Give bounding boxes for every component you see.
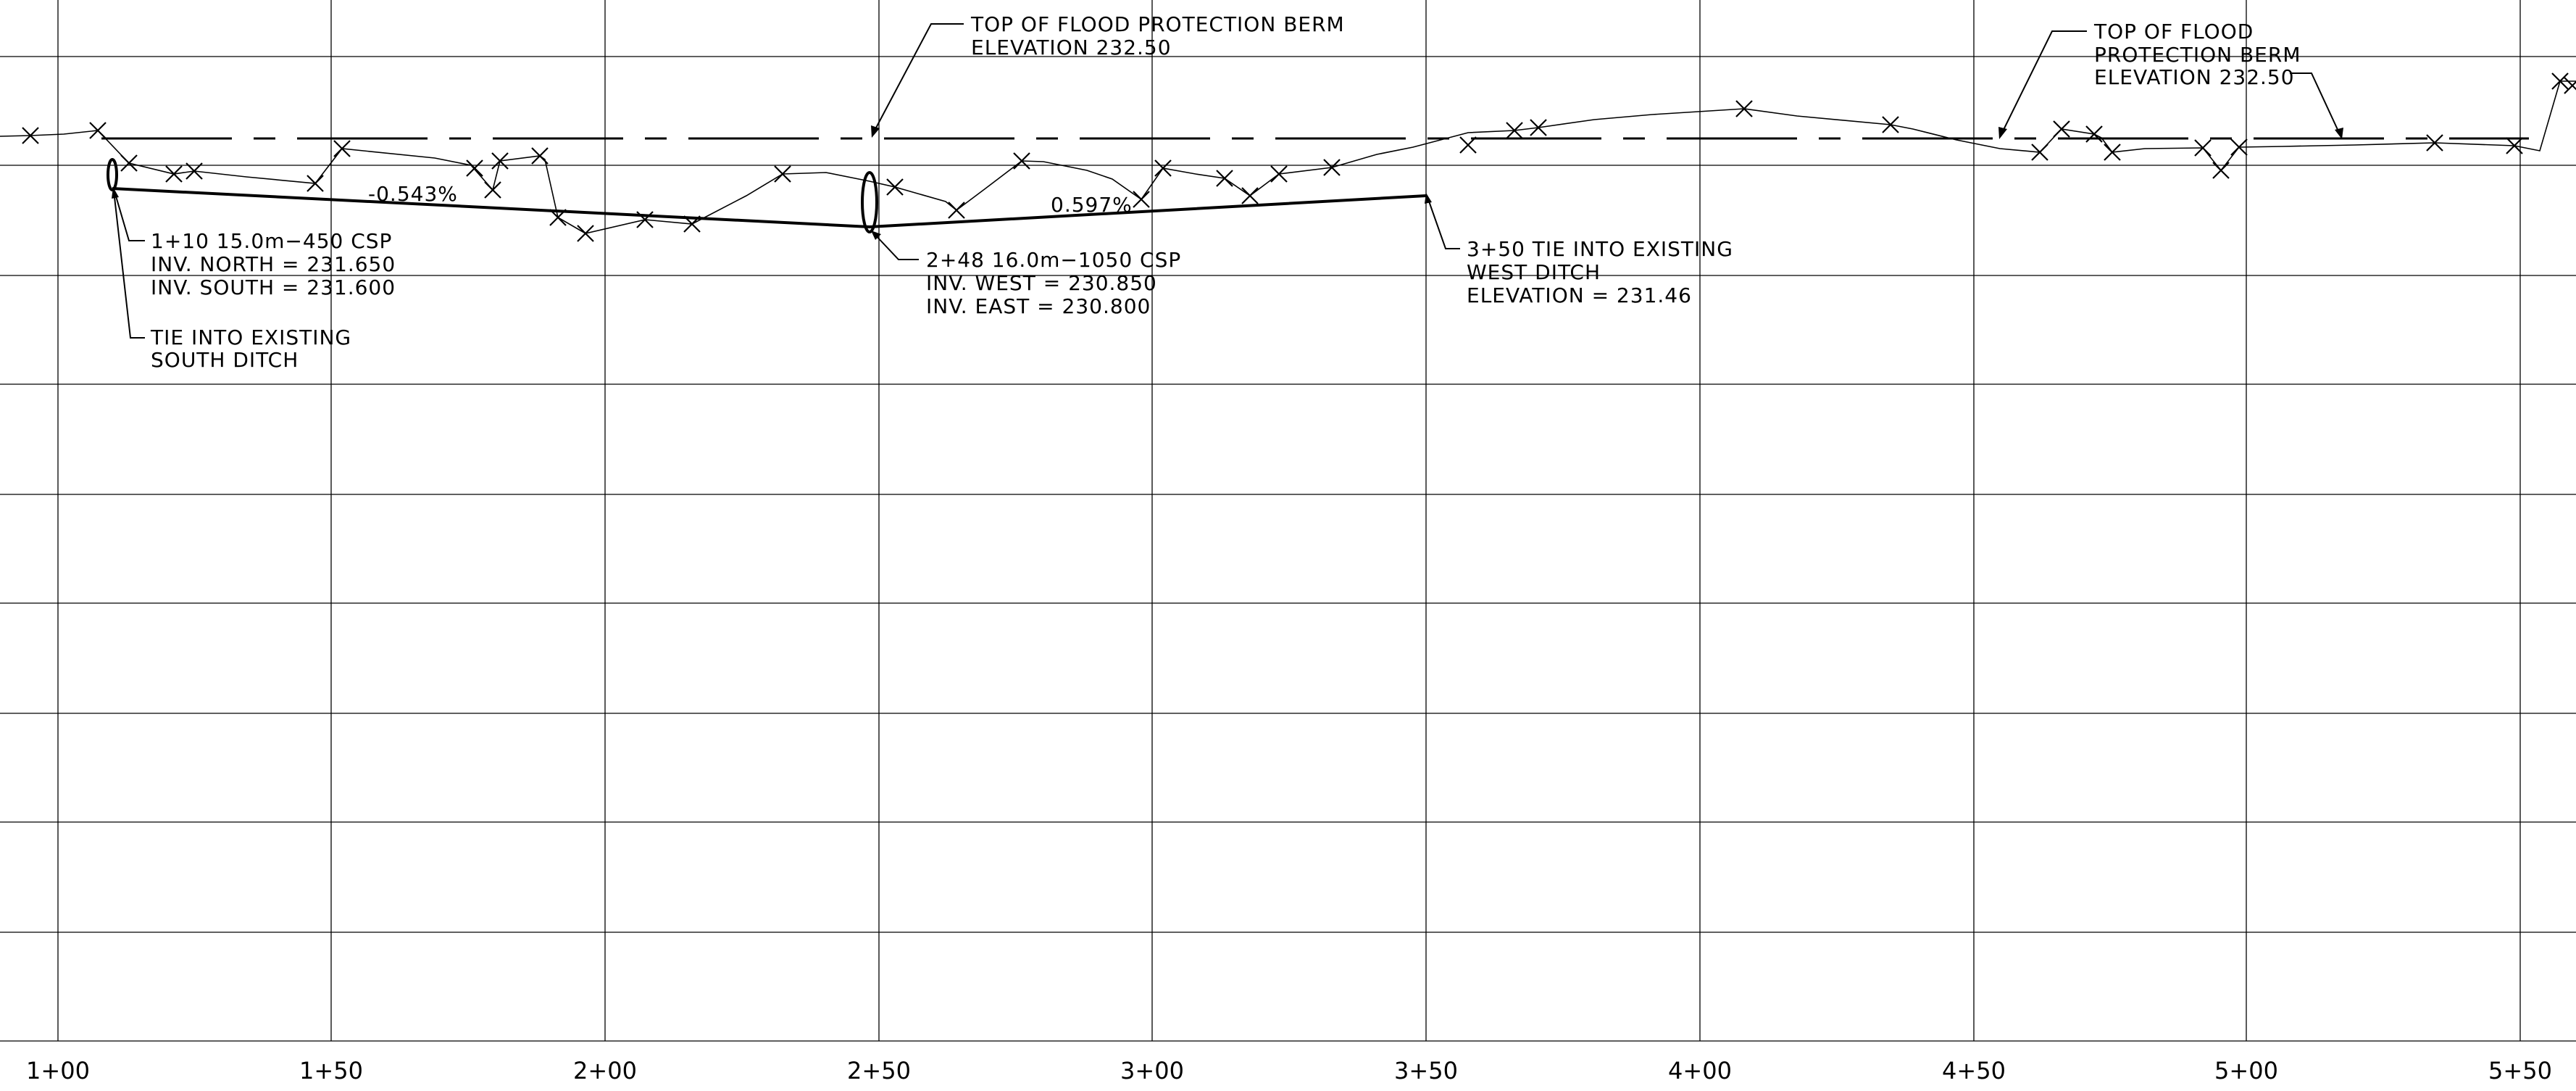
survey-shot-mark xyxy=(1241,187,1259,204)
callout-culvert-1-line3: INV. SOUTH = 231.600 xyxy=(151,275,396,299)
callout-culvert-2-line2: INV. WEST = 230.850 xyxy=(926,271,1157,295)
survey-shot-mark xyxy=(1154,159,1172,177)
callout-culvert-2-line1: 2+48 16.0m−1050 CSP xyxy=(926,248,1181,272)
survey-shot-mark xyxy=(2104,144,2121,161)
survey-shots xyxy=(22,72,2576,242)
survey-shot-mark xyxy=(307,175,324,192)
profile-grid xyxy=(0,0,2576,1042)
survey-shot-mark xyxy=(2194,139,2212,157)
survey-shot-mark xyxy=(1459,136,1477,154)
survey-shot-mark xyxy=(186,162,203,180)
callout-berm-center-line1: TOP OF FLOOD PROTECTION BERM xyxy=(970,12,1345,36)
station-label: 4+00 xyxy=(1668,1057,1732,1084)
callout-culvert-1-line2: INV. NORTH = 231.650 xyxy=(151,252,396,276)
station-labels: 1+00 1+50 2+00 2+50 3+00 3+50 4+00 4+50 5+00 5+50 xyxy=(26,1057,2552,1084)
survey-shot-mark xyxy=(531,147,549,165)
callout-berm-center-line2: ELEVATION 232.50 xyxy=(971,36,1172,59)
survey-shot-mark xyxy=(1882,116,1899,133)
leader-berm-right-2 xyxy=(2290,72,2340,133)
leader-berm-center xyxy=(874,23,964,131)
leader-berm-right xyxy=(2001,30,2087,133)
leader-culvert-1 xyxy=(114,191,145,241)
survey-shot-mark xyxy=(948,202,965,219)
leader-culvert-2 xyxy=(873,233,919,260)
leader-arrowheads xyxy=(112,125,2343,240)
arrowhead-culvert-1 xyxy=(112,187,119,199)
survey-shot-mark xyxy=(1270,165,1288,183)
slope-label-right: 0.597% xyxy=(1051,193,1133,217)
callout-culvert-1-line1: 1+10 15.0m−450 CSP xyxy=(151,229,392,253)
survey-shot-mark xyxy=(89,122,107,139)
survey-shot-mark xyxy=(120,154,138,172)
callout-tie-west-line2: WEST DITCH xyxy=(1467,260,1601,284)
arrowhead-berm-center xyxy=(871,125,880,138)
callout-tie-west-line3: ELEVATION = 231.46 xyxy=(1467,283,1692,307)
leader-tie-south xyxy=(114,196,145,339)
survey-shot-mark xyxy=(2230,138,2248,156)
survey-shot-mark xyxy=(2564,80,2576,94)
station-label: 3+50 xyxy=(1394,1057,1458,1084)
survey-shot-mark xyxy=(484,181,501,199)
survey-shot-mark xyxy=(1506,122,1523,139)
survey-shot-mark xyxy=(466,159,483,177)
callout-berm-right-line1: TOP OF FLOOD xyxy=(2093,20,2254,43)
survey-shot-mark xyxy=(1530,119,1547,136)
survey-shot-mark xyxy=(1216,170,1233,187)
leader-tie-west xyxy=(1427,196,1460,249)
station-label: 5+50 xyxy=(2488,1057,2552,1084)
survey-shot-mark xyxy=(1323,159,1341,176)
survey-shot-mark xyxy=(1013,152,1030,170)
survey-shot-mark xyxy=(491,152,509,170)
arrowhead-berm-right xyxy=(1998,127,2007,139)
culvert-1050-csp xyxy=(861,171,878,233)
survey-shot-mark xyxy=(1133,191,1150,208)
survey-shot-mark xyxy=(2426,134,2443,152)
arrowhead-tie-west xyxy=(1425,193,1432,204)
slope-label-left: -0.543% xyxy=(368,182,458,206)
survey-shot-mark xyxy=(2053,120,2070,138)
survey-shot-mark xyxy=(886,178,904,196)
survey-shot-mark xyxy=(333,140,351,157)
survey-shot-mark xyxy=(774,165,791,183)
leader-lines xyxy=(114,23,2340,339)
station-label: 2+00 xyxy=(573,1057,637,1084)
arrowhead-culvert-2 xyxy=(871,231,881,240)
proposed-ditch-invert xyxy=(112,187,1427,229)
callout-culvert-2-line3: INV. EAST = 230.800 xyxy=(926,294,1151,318)
station-label: 2+50 xyxy=(847,1057,911,1084)
survey-shot-mark xyxy=(165,165,183,183)
station-label: 3+00 xyxy=(1120,1057,1184,1084)
callout-berm-right-line2: PROTECTION BERM xyxy=(2094,43,2301,67)
callout-tie-west-line1: 3+50 TIE INTO EXISTING xyxy=(1467,237,1733,261)
survey-shot-mark xyxy=(2031,144,2048,161)
callout-berm-right-line3: ELEVATION 232.50 xyxy=(2094,65,2295,89)
survey-shot-mark xyxy=(22,127,39,144)
survey-shot-mark xyxy=(2551,72,2569,90)
station-label: 1+50 xyxy=(299,1057,363,1084)
survey-shot-mark xyxy=(2085,125,2103,143)
callout-tie-south-line2: SOUTH DITCH xyxy=(151,348,299,372)
culvert-450-csp xyxy=(107,158,118,191)
survey-shot-mark xyxy=(577,225,594,242)
callout-tie-south-line1: TIE INTO EXISTING xyxy=(150,325,351,349)
station-label: 5+00 xyxy=(2214,1057,2278,1084)
station-label: 1+00 xyxy=(26,1057,90,1084)
survey-shot-mark xyxy=(2212,162,2230,179)
station-label: 4+50 xyxy=(1942,1057,2006,1084)
arrowhead-berm-right-2 xyxy=(2335,128,2343,139)
survey-shot-mark xyxy=(1735,100,1753,117)
survey-shot-mark xyxy=(2506,137,2523,154)
